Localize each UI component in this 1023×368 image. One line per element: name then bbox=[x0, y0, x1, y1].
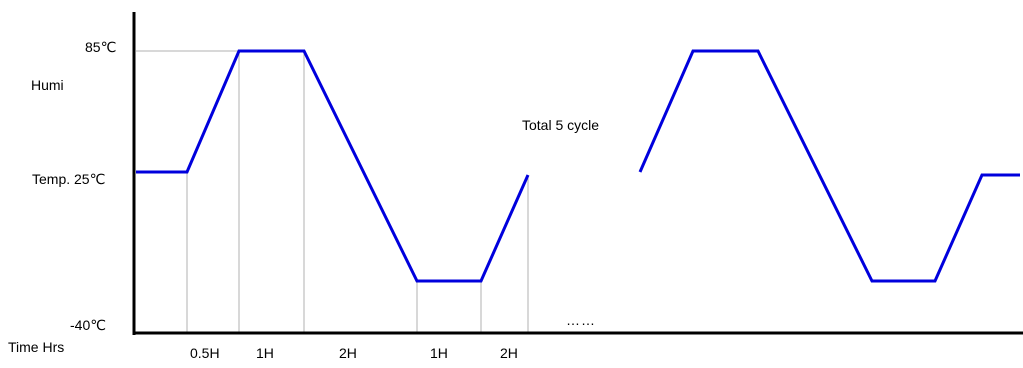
y-label-min: -40℃ bbox=[70, 317, 106, 333]
x-axis-title: Time Hrs bbox=[8, 339, 64, 355]
profile-line-last-cycle bbox=[638, 49, 1020, 283]
continuation-ellipsis: …… bbox=[566, 312, 596, 328]
cycle-note: Total 5 cycle bbox=[522, 117, 599, 133]
guide-lines bbox=[136, 50, 529, 333]
humidity-label: Humi bbox=[31, 77, 64, 93]
duration-label-4: 1H bbox=[430, 345, 448, 361]
duration-label-5: 2H bbox=[500, 345, 518, 361]
temperature-profile bbox=[136, 49, 1020, 283]
axes bbox=[132, 12, 1023, 335]
duration-label-2: 1H bbox=[256, 345, 274, 361]
profile-line-first-cycle bbox=[136, 49, 530, 283]
y-label-max: 85℃ bbox=[85, 39, 116, 55]
duration-label-1: 0.5H bbox=[190, 345, 220, 361]
duration-label-3: 2H bbox=[339, 345, 357, 361]
y-label-mid: Temp. 25℃ bbox=[32, 171, 105, 187]
